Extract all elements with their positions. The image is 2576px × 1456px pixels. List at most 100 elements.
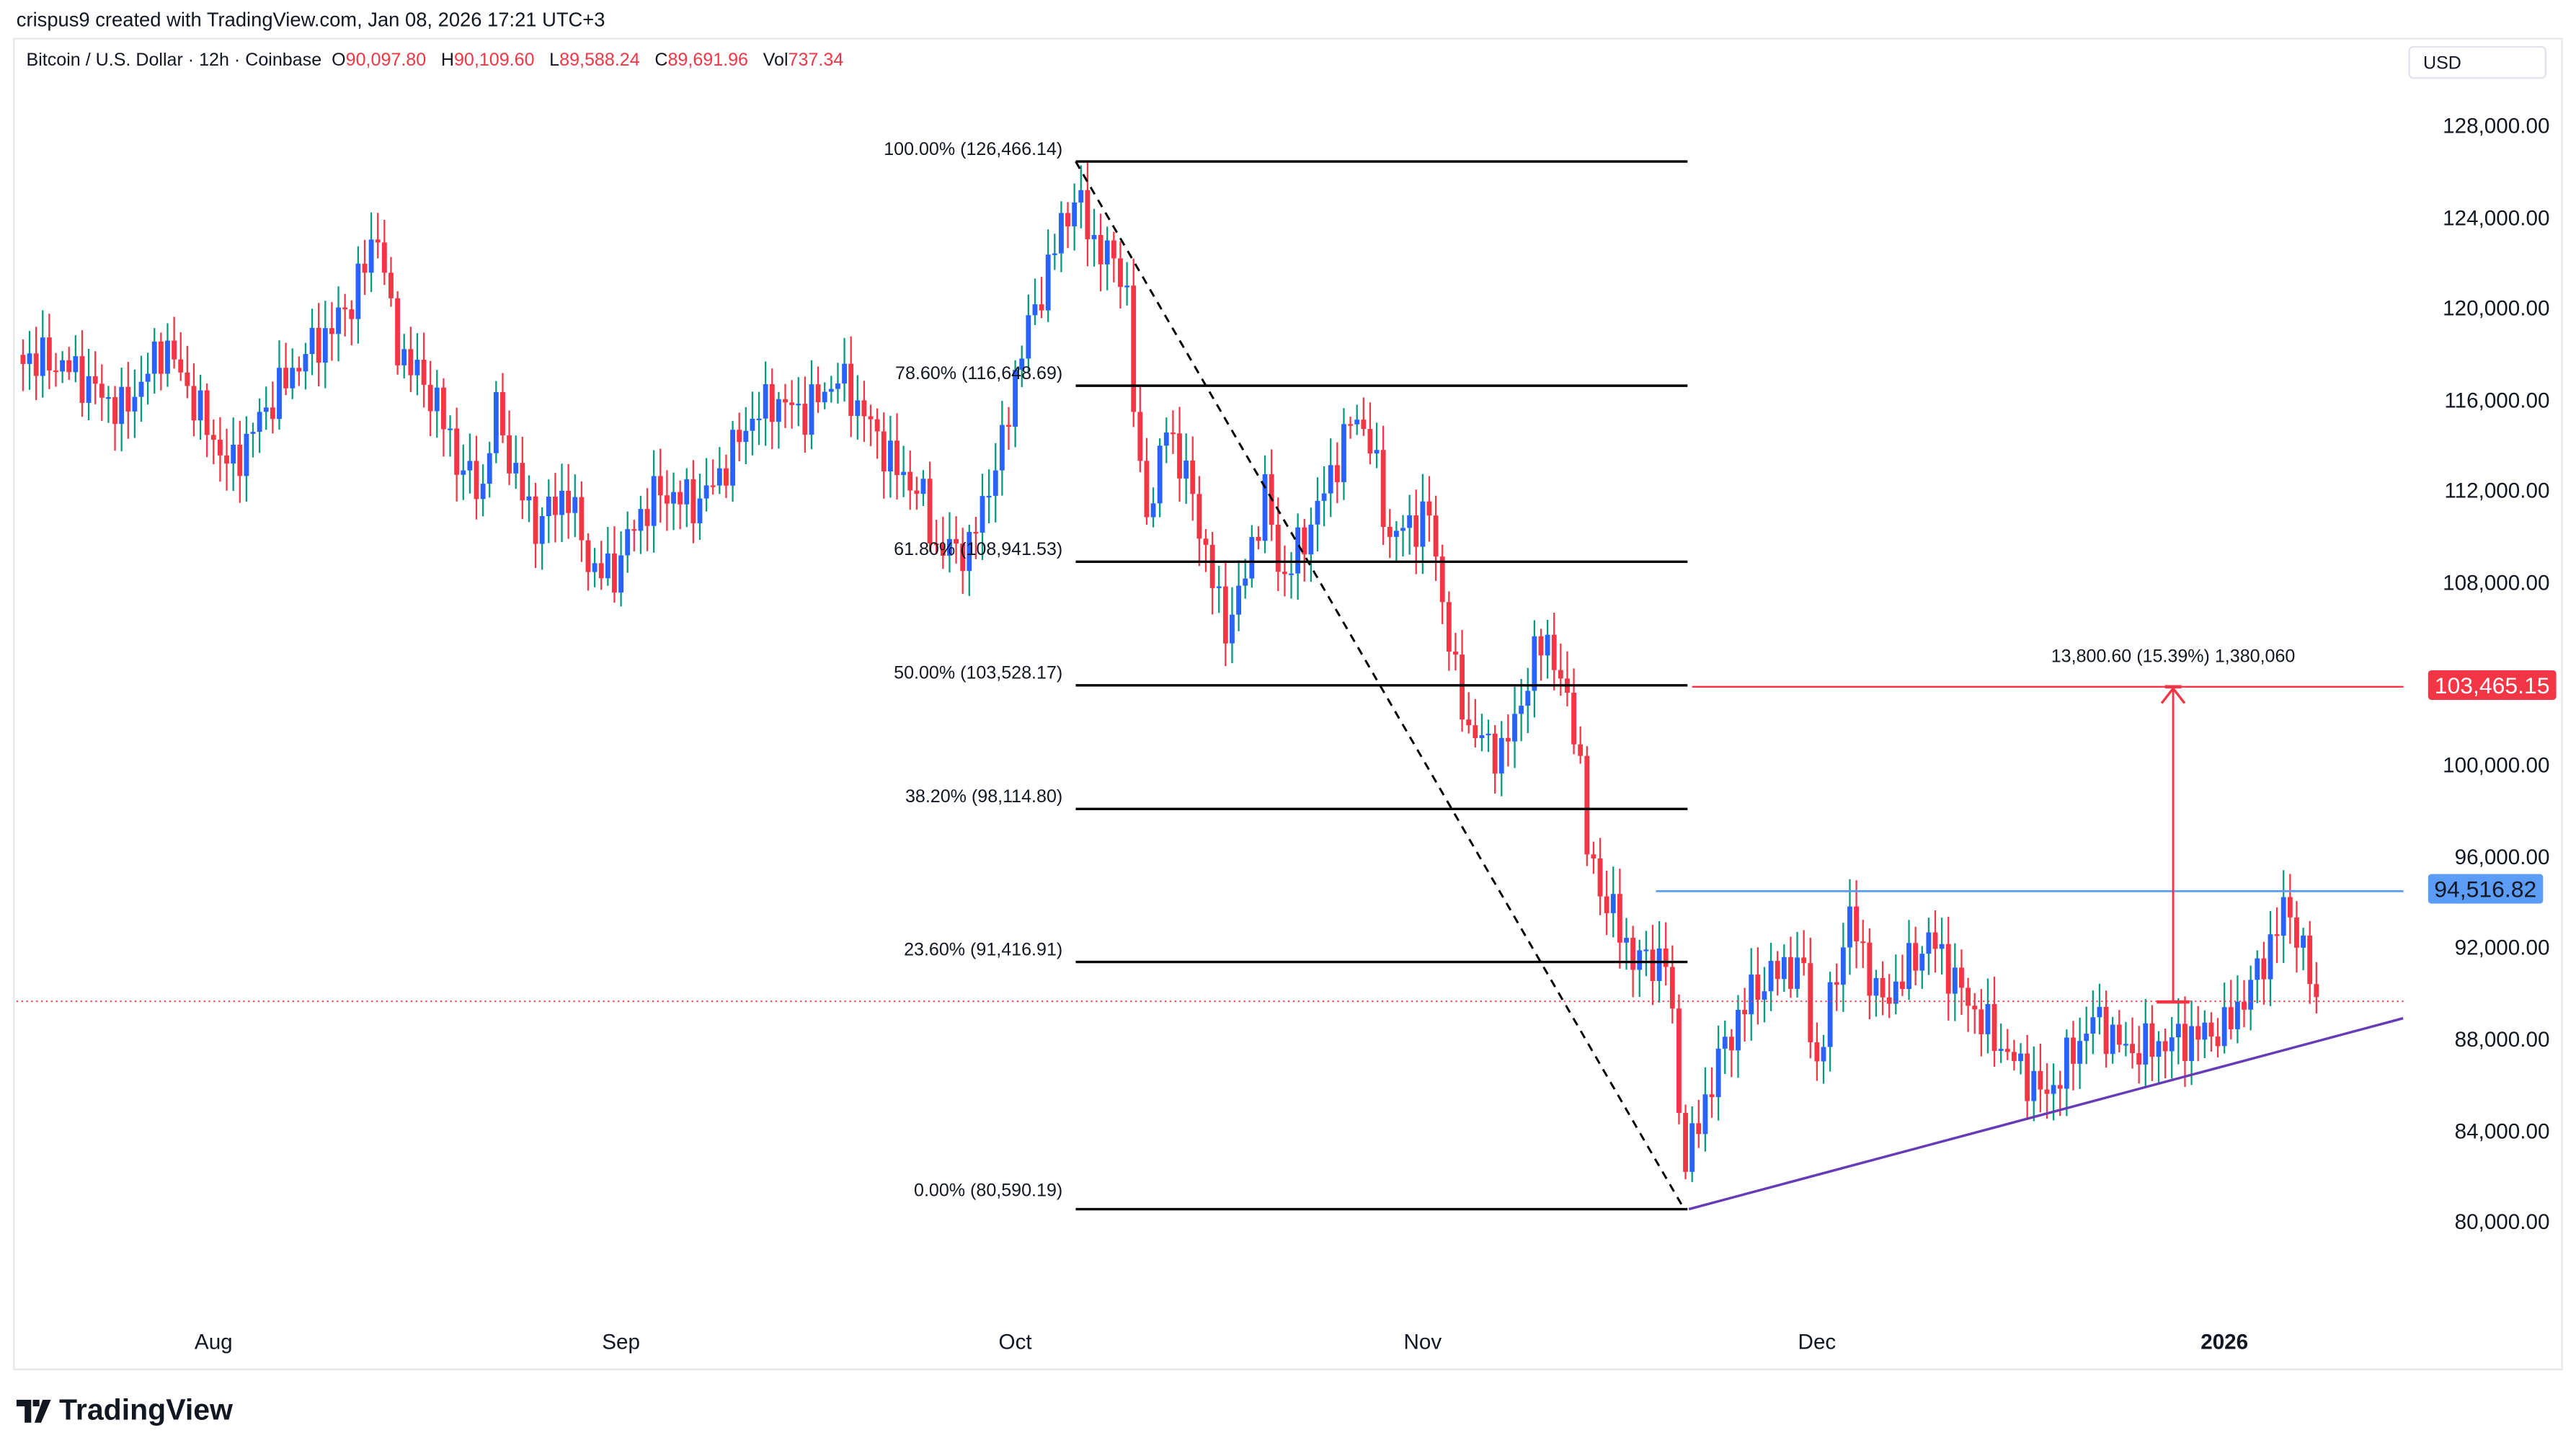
credit-text: crispus9 created with TradingView.com, J… [16, 8, 605, 32]
candle-down [1650, 949, 1656, 982]
candle-up [1985, 1004, 1991, 1034]
candle-down [1571, 693, 1576, 745]
candle-down [1453, 651, 1458, 655]
candle-up [1827, 982, 1833, 1047]
candle-up [1702, 1094, 1708, 1135]
candle-up [290, 368, 296, 389]
candle-up [1821, 1047, 1826, 1062]
candle-down [881, 431, 887, 472]
candle-up [145, 373, 151, 382]
candle-up [1498, 737, 1504, 774]
candle-down [2182, 1024, 2188, 1062]
candle-up [855, 400, 861, 416]
price-tick-label: 124,000.00 [2443, 204, 2550, 230]
candle-down [1460, 654, 1465, 720]
currency-selector[interactable]: USD [2408, 45, 2546, 79]
candle-up [1768, 961, 1774, 992]
candle-down [53, 370, 58, 373]
candle-up [651, 476, 657, 526]
candle-up [980, 496, 985, 533]
candle-down [914, 490, 920, 494]
candle-down [92, 376, 98, 384]
candle-down [2149, 1023, 2155, 1057]
candle-down [1860, 941, 1866, 944]
candle-down [375, 239, 381, 243]
fib-level-label: 23.60% (91,416.91) [904, 939, 1062, 959]
candle-down [1065, 213, 1070, 227]
candle-up [2090, 1017, 2096, 1034]
candle-down [2136, 1053, 2142, 1065]
candle-up [263, 407, 269, 412]
candle-up [1124, 285, 1130, 288]
candle-up [1715, 1048, 1721, 1098]
candle-down [1446, 602, 1452, 652]
candle-down [598, 563, 604, 579]
candle-down [427, 384, 433, 412]
candle-up [1216, 586, 1222, 588]
candle-up [2143, 1023, 2149, 1065]
candle-down [191, 386, 197, 421]
candle-up [1624, 938, 1629, 943]
candle-down [454, 428, 460, 475]
candle-up [1091, 235, 1097, 239]
arrow-head-icon [2160, 686, 2186, 704]
candle-down [1433, 515, 1439, 557]
candle-up [1906, 943, 1911, 990]
candle-up [2156, 1041, 2162, 1057]
candle-down [20, 355, 26, 364]
candle-down [1814, 1042, 1820, 1062]
candle-down [1367, 429, 1373, 454]
candle-down [172, 340, 177, 360]
fib-level-label: 78.60% (116,648.69) [895, 363, 1062, 383]
tradingview-logo[interactable]: TradingView [16, 1393, 233, 1428]
candle-down [520, 463, 525, 501]
candle-down [861, 400, 867, 417]
candle-down [1854, 906, 1860, 942]
candle-down [99, 383, 105, 398]
price-tick-label: 112,000.00 [2444, 479, 2550, 504]
candle-down [1282, 572, 1287, 574]
candle-down [789, 402, 795, 405]
price-tick-label: 120,000.00 [2443, 296, 2550, 321]
volume-value: 737.34 [788, 50, 844, 71]
candle-down [2116, 1024, 2122, 1045]
candle-up [572, 497, 578, 513]
candle-up [461, 470, 466, 475]
candle-down [1959, 967, 1964, 988]
candle-up [1341, 424, 1346, 482]
candle-up [231, 444, 236, 464]
target-price-badge: 103,465.15 [2428, 670, 2557, 701]
candle-up [887, 440, 893, 472]
candle-down [1676, 1008, 1682, 1114]
candle-down [507, 435, 512, 474]
time-tick-label: Oct [998, 1328, 1032, 1354]
candle-down [2208, 1022, 2214, 1037]
candle-up [1328, 465, 1333, 494]
candle-down [2242, 1001, 2247, 1010]
candle-down [2274, 934, 2280, 936]
candle-down [1834, 982, 1839, 985]
candle-up [1032, 304, 1038, 316]
high-value: 90,109.60 [453, 50, 535, 71]
candle-down [1190, 460, 1196, 494]
candle-down [552, 497, 558, 515]
candle-down [802, 404, 808, 435]
candle-down [1669, 967, 1675, 1009]
candle-up [2255, 958, 2260, 980]
candle-up [1840, 947, 1846, 985]
candle-up [2097, 1006, 2102, 1018]
candle-up [1163, 432, 1169, 446]
candle-down [1683, 1113, 1688, 1172]
candle-up [999, 425, 1005, 471]
candle-up [151, 341, 157, 374]
candle-down [973, 531, 979, 534]
low-value: 89,588.24 [559, 50, 640, 71]
candle-down [204, 390, 210, 435]
candle-up [684, 479, 690, 505]
candle-up [1749, 975, 1754, 1015]
candle-down [1880, 977, 1886, 998]
candle-down [2025, 1053, 2030, 1101]
candle-down [1137, 412, 1143, 461]
candle-down [1413, 515, 1419, 547]
